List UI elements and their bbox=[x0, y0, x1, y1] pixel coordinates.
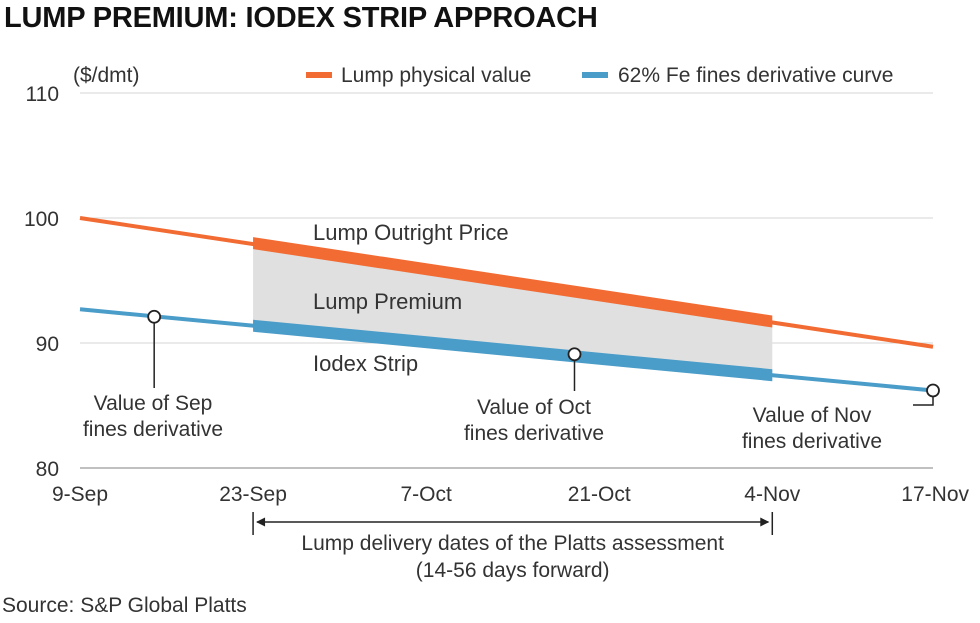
legend-label-lump: Lump physical value bbox=[341, 64, 531, 87]
lump-premium-band bbox=[253, 244, 773, 376]
lump-premium-label: Lump Premium bbox=[313, 289, 462, 314]
y-tick-label: 80 bbox=[36, 458, 59, 481]
lump-outright-price-segment bbox=[253, 237, 773, 328]
y-tick-label: 90 bbox=[36, 333, 59, 356]
x-tick-label: 21-Oct bbox=[568, 483, 631, 506]
range-annotation-label: Lump delivery dates of the Platts assess… bbox=[301, 532, 724, 555]
marker-label: fines derivative bbox=[464, 422, 604, 445]
source-note: Source: S&P Global Platts bbox=[2, 594, 247, 617]
marker-label: Value of Oct bbox=[477, 396, 591, 419]
marker-label: fines derivative bbox=[742, 430, 882, 453]
y-axis-unit-label: ($/dmt) bbox=[73, 64, 140, 87]
range-arrowhead-right bbox=[760, 517, 770, 527]
band-layer bbox=[253, 244, 773, 376]
marker-label: fines derivative bbox=[83, 418, 223, 441]
x-tick-label: 7-Oct bbox=[400, 483, 452, 506]
lump-outright-price-label: Lump Outright Price bbox=[313, 220, 509, 245]
x-tick-label: 9-Sep bbox=[52, 483, 108, 506]
text-layer: 80 90 100 110 ($/dmt) 9-Sep 23-Sep 7-Oct 21-Oct 4… bbox=[24, 64, 970, 582]
marker-label: Value of Nov bbox=[753, 404, 872, 427]
marker-layer bbox=[147, 309, 940, 535]
marker-connector bbox=[913, 396, 934, 406]
iodex-strip-label: Iodex Strip bbox=[313, 351, 418, 376]
x-tick-label: 17-Nov bbox=[901, 483, 969, 506]
range-annotation-label: (14-56 days forward) bbox=[416, 559, 610, 582]
y-tick-label: 100 bbox=[24, 208, 59, 231]
x-tick-label: 23-Sep bbox=[219, 483, 287, 506]
legend-label-fines: 62% Fe fines derivative curve bbox=[618, 64, 893, 87]
fines-derivative-value-marker bbox=[147, 309, 162, 324]
fines-derivative-value-marker bbox=[567, 347, 582, 362]
chart-title: LUMP PREMIUM: IODEX STRIP APPROACH bbox=[4, 2, 598, 34]
x-tick-label: 4-Nov bbox=[744, 483, 801, 506]
y-tick-label: 110 bbox=[26, 83, 59, 106]
series-layer bbox=[79, 216, 934, 393]
iodex-strip-segment bbox=[253, 319, 773, 382]
marker-label: Value of Sep bbox=[94, 392, 213, 415]
fines-derivative-value-marker bbox=[926, 383, 940, 398]
range-arrowhead-left bbox=[256, 517, 266, 527]
